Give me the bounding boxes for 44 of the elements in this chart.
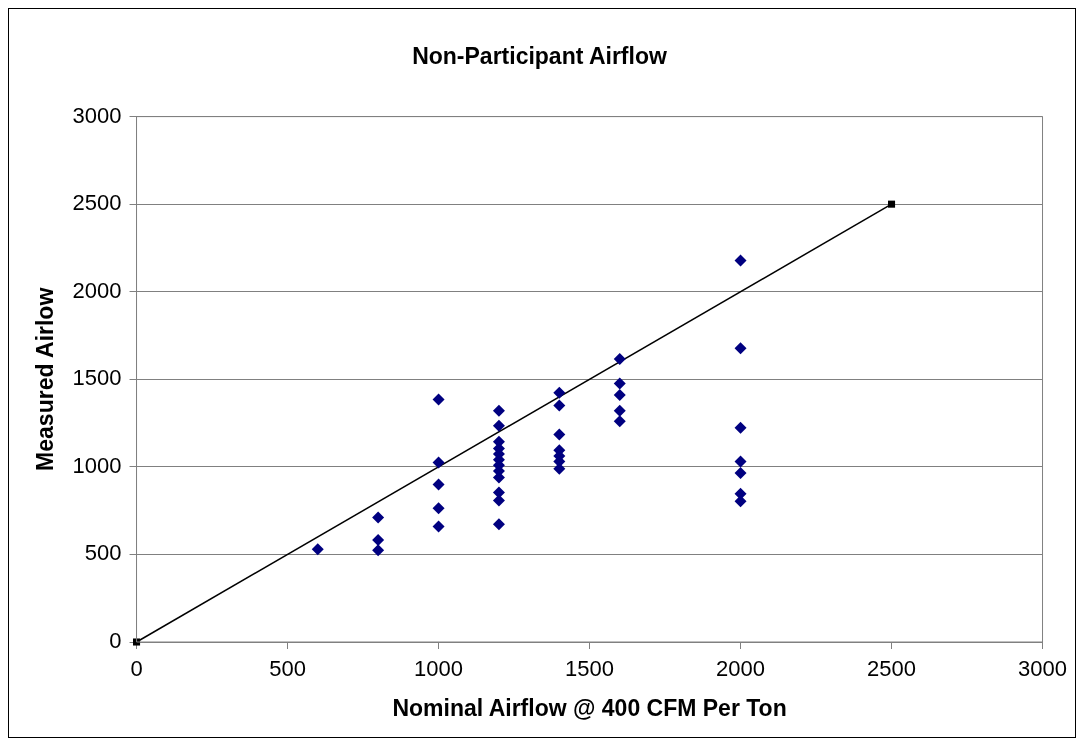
point bbox=[432, 456, 445, 469]
point bbox=[553, 399, 566, 412]
y-tick-label: 0 bbox=[109, 628, 122, 654]
x-tick-label: 1000 bbox=[414, 656, 464, 682]
x-tick-label: 3000 bbox=[1018, 656, 1068, 682]
point bbox=[553, 386, 566, 399]
point bbox=[613, 352, 626, 365]
point bbox=[372, 544, 385, 557]
point bbox=[613, 415, 626, 428]
point bbox=[432, 478, 445, 491]
point bbox=[734, 421, 747, 434]
point bbox=[432, 393, 445, 406]
y-tick-label: 3000 bbox=[72, 102, 122, 128]
point bbox=[492, 404, 505, 417]
y-tick-label: 2000 bbox=[72, 277, 122, 303]
point bbox=[492, 518, 505, 531]
chart-title: Non-Participant Airflow bbox=[412, 43, 667, 70]
x-tick-label: 2500 bbox=[867, 656, 917, 682]
point bbox=[613, 404, 626, 417]
y-tick-label: 1000 bbox=[72, 452, 122, 478]
point bbox=[734, 455, 747, 468]
x-axis-title: Nominal Airflow @ 400 CFM Per Ton bbox=[392, 694, 787, 721]
point bbox=[432, 520, 445, 533]
point bbox=[613, 389, 626, 402]
y-tick-label: 1500 bbox=[72, 365, 122, 391]
point bbox=[311, 543, 324, 556]
x-tick-label: 1500 bbox=[565, 656, 615, 682]
point bbox=[734, 342, 747, 355]
point bbox=[432, 502, 445, 515]
point bbox=[133, 638, 141, 646]
x-tick-label: 0 bbox=[130, 656, 143, 682]
point bbox=[613, 377, 626, 390]
y-tick-label: 500 bbox=[84, 540, 122, 566]
point bbox=[553, 428, 566, 441]
point bbox=[888, 200, 896, 208]
y-axis-title: Measured Airlow bbox=[32, 287, 59, 471]
point bbox=[372, 534, 385, 547]
y-tick-label: 2500 bbox=[72, 190, 122, 216]
point bbox=[734, 254, 747, 267]
x-tick-label: 500 bbox=[269, 656, 306, 682]
point bbox=[734, 467, 747, 479]
x-tick-label: 2000 bbox=[716, 656, 766, 682]
point bbox=[372, 511, 385, 524]
point bbox=[492, 419, 505, 432]
